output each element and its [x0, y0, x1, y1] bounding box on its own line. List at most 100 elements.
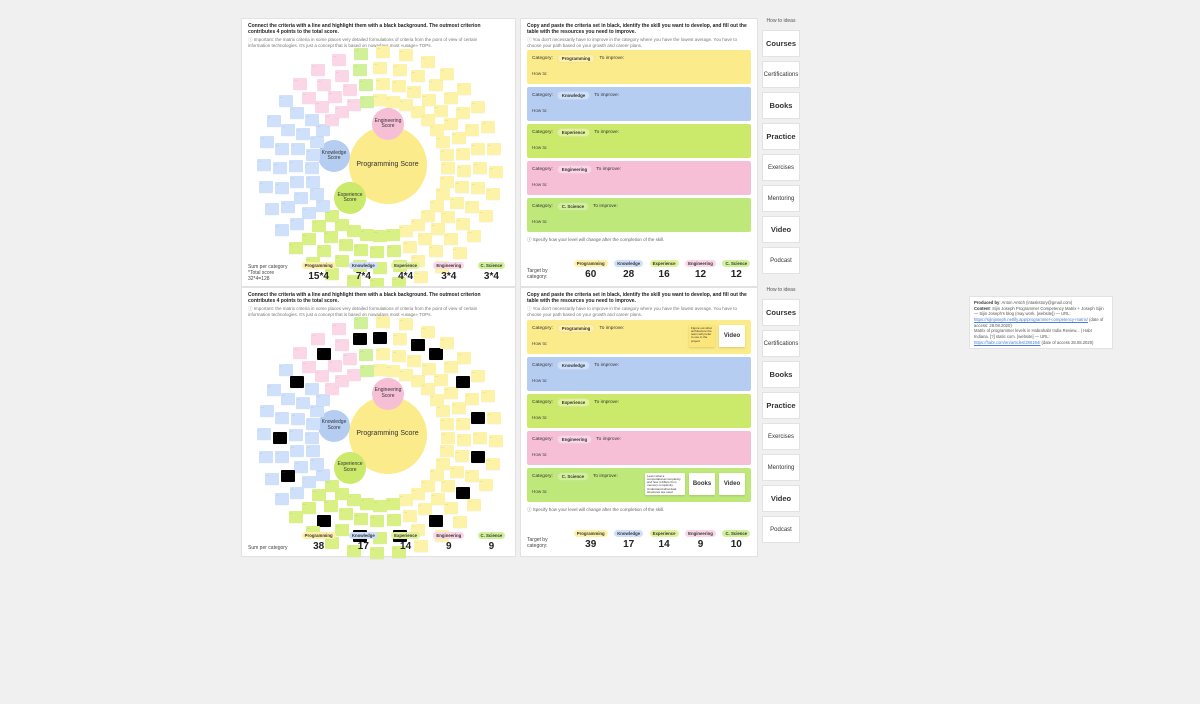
criteria-note: ···	[436, 136, 450, 148]
board: Connect the criteria with a line and hig…	[241, 287, 959, 556]
mini-note: Video	[719, 325, 745, 347]
sidebar-card[interactable]: Courses	[762, 299, 800, 326]
criteria-note: ···	[486, 188, 500, 200]
sum-col: Knowledge7*4	[349, 262, 378, 282]
criteria-note: ···	[444, 502, 458, 514]
criteria-note: ···	[335, 339, 349, 351]
cat-row: Category:EngineeringTo improve:	[532, 435, 746, 444]
criteria-note: ···	[471, 451, 485, 463]
cat-label: Category:	[532, 437, 553, 442]
criteria-note: ···	[293, 347, 307, 359]
criteria-note: ···	[373, 500, 387, 512]
sidebar-card[interactable]: Mentoring	[762, 454, 800, 481]
criteria-note: ···	[315, 101, 329, 113]
sidebar-heading: How to ideas	[762, 18, 800, 24]
criteria-note: ···	[275, 182, 289, 194]
criteria-note: ···	[265, 203, 279, 215]
criteria-note: ···	[376, 348, 390, 360]
specify-note: Specify how your level will change after…	[527, 507, 751, 513]
criteria-note: ···	[306, 176, 320, 188]
prov-link[interactable]: https://habr.com/en/articles/280194/	[974, 340, 1040, 345]
category-badge: Knowledge	[349, 532, 378, 539]
sidebar-card[interactable]: Courses	[762, 30, 800, 57]
cat-tag: Engineering	[557, 165, 592, 174]
criteria-note: ···	[456, 418, 470, 430]
cat-tag: Programming	[557, 54, 596, 63]
sidebar-card[interactable]: Certifications	[762, 330, 800, 357]
category-block: Category:ProgrammingTo improve:How to:	[527, 50, 751, 84]
category-badge: Engineering	[685, 530, 716, 537]
target-col: Experience16	[650, 260, 679, 280]
criteria-note: ···	[317, 245, 331, 257]
criteria-note: ···	[450, 466, 464, 478]
criteria-note: ···	[294, 192, 308, 204]
criteria-note: ···	[481, 121, 495, 133]
category-block: Category:C. ScienceTo improve:How to:	[527, 198, 751, 232]
target-value: 12	[695, 269, 706, 280]
criteria-note: ···	[444, 92, 458, 104]
sidebar-card[interactable]: Podcast	[762, 247, 800, 274]
sidebar-card[interactable]: Podcast	[762, 516, 800, 543]
sidebar-card[interactable]: Practice	[762, 123, 800, 150]
sidebar-card[interactable]: Mentoring	[762, 185, 800, 212]
criteria-note: ···	[305, 114, 319, 126]
sidebar-card[interactable]: Practice	[762, 392, 800, 419]
criteria-note: ···	[290, 376, 304, 388]
target-col: C. Science10	[722, 530, 750, 550]
criteria-note: ···	[441, 211, 455, 223]
howto-label: How to:	[532, 108, 746, 113]
right-title: Copy and paste the criteria set in black…	[527, 292, 751, 304]
sidebar-card[interactable]: Exercises	[762, 154, 800, 181]
criteria-note: ···	[452, 132, 466, 144]
sidebar-card[interactable]: Exercises	[762, 423, 800, 450]
criteria-note: ···	[407, 355, 421, 367]
criteria-note: ···	[467, 499, 481, 511]
criteria-note: ···	[421, 56, 435, 68]
sidebar-card[interactable]: Books	[762, 92, 800, 119]
sum-col: Experience4*4	[391, 262, 420, 282]
criteria-note: ···	[347, 99, 361, 111]
to-improve-label: To improve:	[594, 93, 619, 98]
sum-col: C. Science3*4	[478, 262, 506, 282]
target-col: Programming39	[574, 530, 608, 550]
criteria-note: ···	[429, 79, 443, 91]
target-value: 9	[698, 539, 704, 550]
criteria-note: ···	[347, 225, 361, 237]
category-block: Category:C. ScienceTo improve:How to:Vid…	[527, 468, 751, 502]
right-sub: You don't necessarily have to improve in…	[527, 37, 740, 48]
to-improve-label: To improve:	[596, 437, 621, 442]
criteria-note: ···	[312, 489, 326, 501]
criteria-note: ···	[386, 498, 400, 510]
sidebar-card[interactable]: Video	[762, 216, 800, 243]
to-improve-label: To improve:	[599, 56, 624, 61]
sidebar-card[interactable]: Certifications	[762, 61, 800, 88]
category-badge: Engineering	[685, 260, 716, 267]
criteria-note: ···	[457, 434, 471, 446]
howto-label: How to:	[532, 415, 746, 420]
criteria-note: ···	[312, 220, 326, 232]
criteria-note: ···	[430, 394, 444, 406]
criteria-note: ···	[306, 445, 320, 457]
target-value: 10	[731, 539, 742, 550]
criteria-note: ···	[343, 84, 357, 96]
target-label: Target by category:	[527, 538, 567, 550]
criteria-note: ···	[392, 80, 406, 92]
criteria-note: ···	[489, 166, 503, 178]
prov-link[interactable]: https://sijinjoseph.netlify.app/programm…	[974, 317, 1088, 322]
criteria-note: ···	[296, 128, 310, 140]
criteria-note: ···	[465, 470, 479, 482]
category-badge: Experience	[650, 530, 679, 537]
sum-value: 4*4	[398, 271, 413, 282]
target-value: 17	[623, 539, 634, 550]
criteria-note: ···	[453, 247, 467, 259]
sum-col: Programming15*4	[302, 262, 336, 282]
cat-tag: C. Science	[557, 472, 589, 481]
criteria-note: ···	[487, 143, 501, 155]
sidebar-card[interactable]: Books	[762, 361, 800, 388]
sidebar-card[interactable]: Video	[762, 485, 800, 512]
criteria-note: ···	[328, 360, 342, 372]
criteria-note: ···	[487, 412, 501, 424]
criteria-note: ···	[339, 239, 353, 251]
criteria-note: ···	[279, 364, 293, 376]
left-sub: Important: the matrix criteria in some p…	[248, 37, 496, 48]
